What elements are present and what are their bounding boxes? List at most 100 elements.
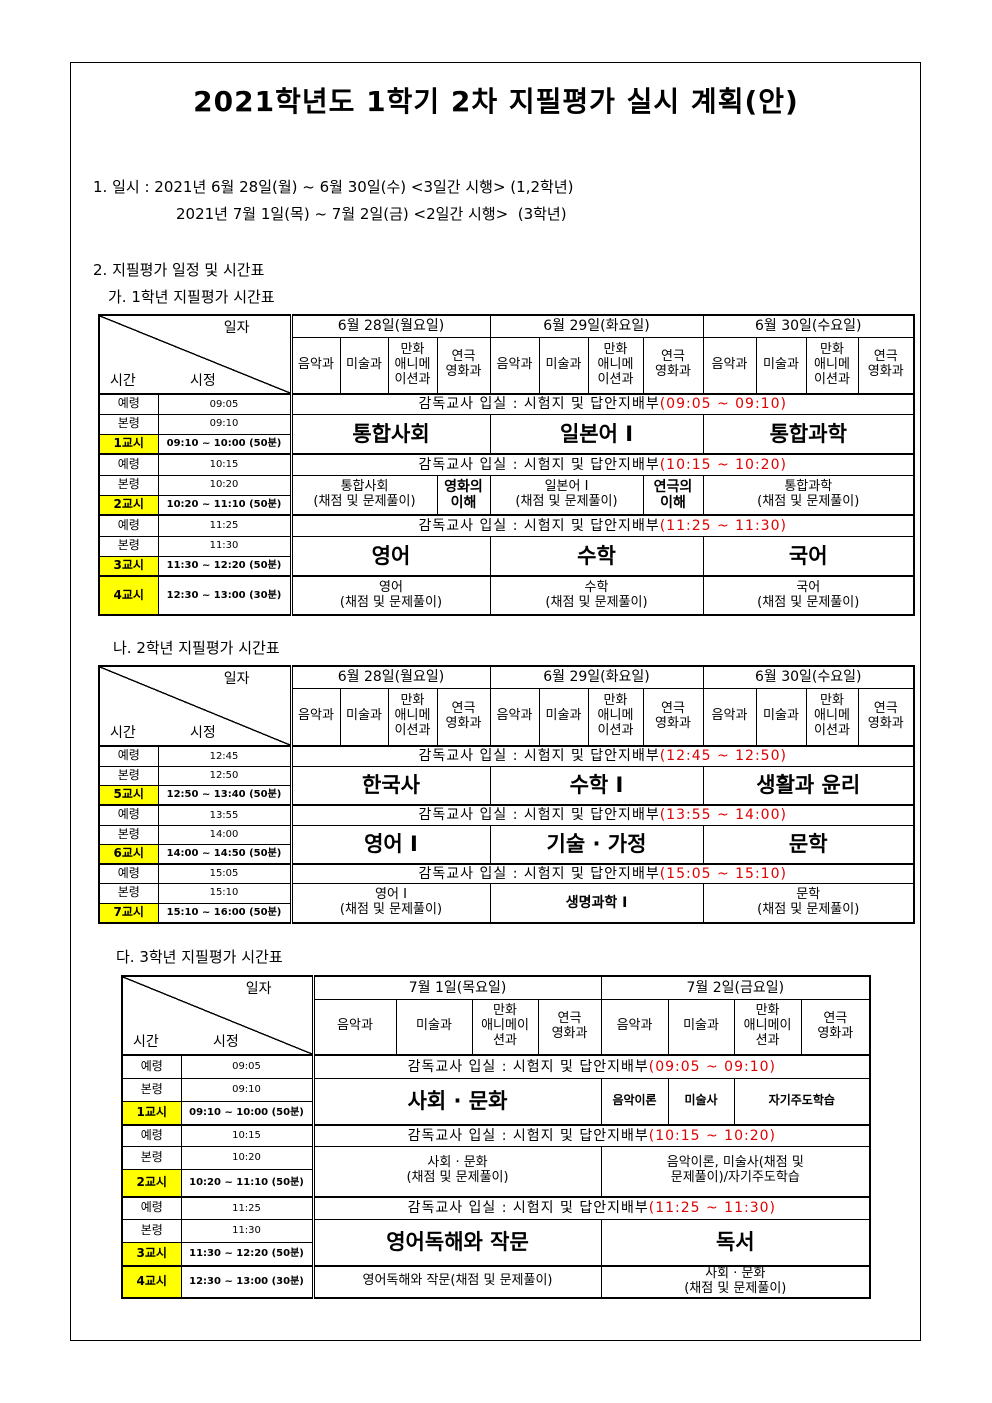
- subject-header: 연극 영화과: [436, 687, 491, 747]
- proctor-notice-cell: 감독교사 입실 : 시험지 및 답안지배부(09:05 ~ 09:10): [290, 393, 915, 415]
- exam-cell: 일본어 Ⅰ (채점 및 문제풀이): [489, 474, 644, 516]
- subject-header: 음악과: [290, 336, 341, 395]
- header-row-subjects: 음악과 미술과 만화 애니메이 션과 연극 영화과 음악과 미술과 만화 애니메이 션과 연극…: [122, 998, 871, 1056]
- corner-label-date: 일자: [245, 981, 272, 997]
- exam-cell: 자기주도학습: [733, 1077, 871, 1126]
- time-cell: 09:05: [180, 1054, 315, 1079]
- table-row: 예령 15:05 감독교사 입실 : 시험지 및 답안지배부(15:05 ~ 15:…: [98, 863, 915, 884]
- period-label: 1교시: [121, 1100, 182, 1126]
- time-cell: 11:30 ~ 12:20 (50분): [157, 555, 293, 577]
- timetable-3: 일자 시간 시정 7월 1일(목요일) 7월 2일(금요일) 음악과 미술과 만화 애니메이 …: [121, 975, 872, 1299]
- subject-header: 만화 애니메 이션과: [387, 336, 438, 395]
- day-header: 6월 29일(화요일): [489, 314, 704, 338]
- bell-label: 본령: [121, 1145, 182, 1170]
- bell-label: 예령: [98, 393, 159, 415]
- subject-header: 미술과: [538, 687, 589, 747]
- bell-label: 예령: [98, 863, 159, 884]
- subject-header: 연극 영화과: [800, 998, 871, 1056]
- bell-label: 본령: [98, 535, 159, 557]
- corner-label-time: 시간: [110, 724, 136, 741]
- period-label: 7교시: [98, 902, 159, 924]
- table-row: 본령 11:30 영어 수학 국어: [98, 535, 915, 577]
- table-row: 5교시 12:50 ~ 13:40 (50분): [98, 784, 914, 806]
- table-row: 7교시 15:10 ~ 16:00 (50분): [98, 902, 914, 924]
- time-cell: 09:10 ~ 10:00 (50분): [180, 1100, 315, 1126]
- exam-cell: 생명과학 Ⅰ: [489, 882, 704, 924]
- exam-cell: 문학: [702, 824, 915, 865]
- bell-label: 예령: [121, 1196, 182, 1220]
- corner-header-cell: 일자 시간 시정: [121, 975, 315, 1056]
- table-row: 본령 10:20 통합사회 (채점 및 문제풀이) 영화의 이해 일본어 Ⅰ (채점 및…: [98, 474, 915, 516]
- period-label: 5교시: [98, 784, 159, 806]
- period-label: 4교시: [121, 1265, 182, 1299]
- exam-cell: 음악이론: [600, 1077, 669, 1126]
- bell-label: 본령: [98, 765, 159, 786]
- proctor-notice-cell: 감독교사 입실 : 시험지 및 답안지배부(10:15 ~ 10:20): [290, 453, 915, 476]
- time-cell: 12:30 ~ 13:00 (30분): [157, 575, 293, 616]
- table-row: 예령 09:05 감독교사 입실 : 시험지 및 답안지배부(09:05 ~ 09:…: [121, 1054, 871, 1079]
- exam-cell: 통합과학 (채점 및 문제풀이): [702, 474, 915, 516]
- subject-header: 미술과: [755, 336, 807, 395]
- table-1-heading: 가. 1학년 지필평가 시간표: [108, 288, 275, 306]
- exam-cell: 영어독해와 작문(채점 및 문제풀이): [312, 1265, 602, 1299]
- subject-header: 만화 애니메 이션과: [387, 687, 438, 747]
- bell-label: 예령: [98, 745, 159, 767]
- subject-header: 연극 영화과: [642, 336, 704, 395]
- corner-header-cell: 일자 시간 시정: [98, 314, 293, 395]
- exam-cell: 독서: [600, 1218, 871, 1267]
- exam-cell: 미술사: [667, 1077, 735, 1126]
- day-header: 7월 1일(목요일): [312, 975, 602, 1000]
- subject-header: 음악과: [702, 336, 757, 395]
- table-row: 예령 10:15 감독교사 입실 : 시험지 및 답안지배부(10:15 ~ 10:…: [121, 1124, 871, 1147]
- corner-label-time: 시간: [133, 1033, 159, 1050]
- timetable-2: 일자 시간 시정 6월 28일(월요일) 6월 29일(화요일) 6월 30일(수요일) 음…: [98, 665, 915, 924]
- proctor-notice-cell: 감독교사 입실 : 시험지 및 답안지배부(15:05 ~ 15:10): [290, 863, 915, 884]
- subject-header: 미술과: [755, 687, 807, 747]
- time-cell: 10:20 ~ 11:10 (50분): [180, 1168, 315, 1198]
- subject-header: 미술과: [339, 336, 389, 395]
- time-cell: 10:20 ~ 11:10 (50분): [157, 494, 293, 516]
- bell-label: 예령: [98, 804, 159, 826]
- time-cell: 10:15: [180, 1124, 315, 1147]
- time-cell: 12:45: [157, 745, 293, 767]
- bell-label: 예령: [98, 453, 159, 476]
- time-cell: 15:10: [157, 882, 293, 904]
- table-row: 1교시 09:10 ~ 10:00 (50분): [98, 433, 914, 455]
- exam-cell: 생활과 윤리: [702, 765, 915, 806]
- notice-time-range: (10:15 ~ 10:20): [648, 1127, 776, 1144]
- table-row: 예령 10:15 감독교사 입실 : 시험지 및 답안지배부(10:15 ~ 10:…: [98, 453, 915, 476]
- day-header: 6월 28일(월요일): [290, 665, 491, 689]
- subject-header: 미술과: [667, 998, 735, 1056]
- header-row-subjects: 음악과 미술과 만화 애니메 이션과 연극 영화과 음악과 미술과 만화 애니메 이션과 연극…: [99, 336, 915, 395]
- subject-header: 연극 영화과: [436, 336, 491, 395]
- corner-label-schedule: 시정: [190, 724, 216, 741]
- table-row: 2교시 10:20 ~ 11:10 (50분): [121, 1168, 870, 1198]
- time-cell: 11:25: [180, 1196, 315, 1220]
- time-cell: 15:10 ~ 16:00 (50분): [157, 902, 293, 924]
- subject-header: 연극 영화과: [857, 336, 915, 395]
- subject-header: 음악과: [312, 998, 397, 1056]
- table-row: 본령 09:10 통합사회 일본어 Ⅰ 통합과학: [98, 413, 915, 455]
- bell-label: 본령: [121, 1218, 182, 1243]
- proctor-notice-cell: 감독교사 입실 : 시험지 및 답안지배부(13:55 ~ 14:00): [290, 804, 915, 826]
- subject-header: 만화 애니메 이션과: [805, 687, 859, 747]
- day-header: 6월 29일(화요일): [489, 665, 704, 689]
- exam-cell: 기술 · 가정: [489, 824, 704, 865]
- time-cell: 11:30: [180, 1218, 315, 1243]
- proctor-notice-cell: 감독교사 입실 : 시험지 및 답안지배부(11:25 ~ 11:30): [290, 514, 915, 537]
- exam-cell: 한국사: [290, 765, 491, 806]
- time-cell: 11:25: [157, 514, 293, 537]
- corner-label-time: 시간: [110, 372, 136, 389]
- subject-header: 만화 애니메이 션과: [733, 998, 802, 1056]
- exam-cell: 수학 Ⅰ: [489, 765, 704, 806]
- exam-cell: 영어: [290, 535, 491, 577]
- subject-header: 연극 영화과: [642, 687, 704, 747]
- table-row: 본령 11:30 영어독해와 작문 독서: [121, 1218, 871, 1267]
- header-row-days: 일자 시간 시정 6월 28일(월요일) 6월 29일(화요일) 6월 30일(수요일): [98, 314, 915, 395]
- exam-cell: 연극의 이해: [642, 474, 704, 516]
- time-cell: 09:10: [180, 1077, 315, 1102]
- exam-cell: 영어 Ⅰ: [290, 824, 491, 865]
- exam-cell: 통합과학: [702, 413, 915, 455]
- exam-cell: 영어 Ⅰ (채점 및 문제풀이): [290, 882, 491, 924]
- table-row: 예령 11:25 감독교사 입실 : 시험지 및 답안지배부(11:25 ~ 11:…: [98, 514, 915, 537]
